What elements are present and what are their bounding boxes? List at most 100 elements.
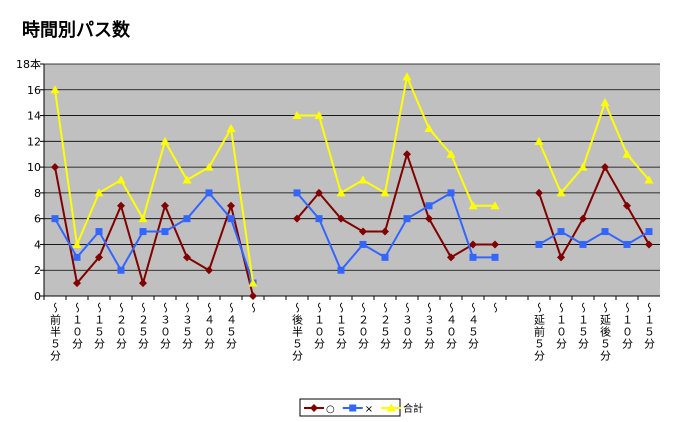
marker xyxy=(95,228,103,236)
marker xyxy=(50,85,60,94)
marker xyxy=(622,149,632,158)
x-tick-label: 〜１５分 xyxy=(577,302,590,350)
legend-label: ○ xyxy=(326,404,335,415)
x-tick-label: 〜３５分 xyxy=(423,302,436,350)
marker xyxy=(386,403,396,412)
marker xyxy=(51,163,59,172)
x-tick-label: 〜１０分 xyxy=(555,302,568,350)
x-tick-label: 〜３０分 xyxy=(401,302,414,350)
x-tick-label: 〜４０分 xyxy=(445,302,458,350)
marker xyxy=(644,175,654,184)
marker xyxy=(73,253,81,261)
marker xyxy=(579,214,587,223)
marker xyxy=(557,253,565,262)
x-tick-label: 〜延前５分 xyxy=(533,302,546,362)
x-tick-label: 〜 xyxy=(489,302,502,314)
marker xyxy=(337,266,345,274)
marker xyxy=(293,214,301,223)
marker xyxy=(116,175,126,184)
marker xyxy=(600,98,610,107)
marker xyxy=(205,266,213,275)
x-tick-label: 〜１０分 xyxy=(621,302,634,350)
x-tick-label: 〜４０分 xyxy=(203,302,216,350)
marker xyxy=(425,214,433,223)
series-line xyxy=(54,73,650,284)
y-tick-label: 16 xyxy=(27,84,41,97)
marker xyxy=(381,253,389,261)
marker xyxy=(226,123,236,132)
marker xyxy=(227,215,235,223)
marker xyxy=(95,253,103,262)
x-tick-label: 〜２５分 xyxy=(379,302,392,350)
marker xyxy=(469,240,477,249)
marker xyxy=(534,136,544,145)
x-tick-label: 〜２０分 xyxy=(357,302,370,350)
y-tick-label: 2 xyxy=(34,264,41,277)
marker xyxy=(161,228,169,236)
marker xyxy=(292,111,302,120)
marker xyxy=(182,175,192,184)
marker xyxy=(556,188,566,197)
marker xyxy=(358,175,368,184)
marker xyxy=(380,188,390,197)
marker xyxy=(469,253,477,261)
marker xyxy=(73,279,81,288)
marker xyxy=(578,162,588,171)
marker xyxy=(403,150,411,159)
y-tick-label: 10 xyxy=(27,161,41,174)
marker xyxy=(601,228,609,236)
marker xyxy=(425,202,433,210)
x-tick-label: 〜延後５分 xyxy=(599,302,612,362)
marker xyxy=(117,201,125,210)
x-tick-label: 〜１０分 xyxy=(71,302,84,350)
marker xyxy=(579,240,587,248)
marker xyxy=(310,404,318,412)
marker xyxy=(623,240,631,248)
marker xyxy=(205,189,213,197)
legend-label: 合計 xyxy=(403,402,423,415)
marker xyxy=(227,201,235,210)
x-tick-label: 〜１５分 xyxy=(93,302,106,350)
marker xyxy=(349,404,357,412)
x-tick-label: 〜１０分 xyxy=(313,302,326,350)
marker xyxy=(183,215,191,223)
x-tick-label: 〜２５分 xyxy=(137,302,150,350)
y-tick-label: 6 xyxy=(34,213,41,226)
legend-label: × xyxy=(365,404,373,415)
marker xyxy=(447,189,455,197)
marker xyxy=(337,214,345,223)
x-tick-label: 〜３０分 xyxy=(159,302,172,350)
x-tick-label: 〜１５分 xyxy=(335,302,348,350)
x-tick-label: 〜前半５分 xyxy=(49,302,62,362)
y-tick-label: 0 xyxy=(34,290,41,303)
marker xyxy=(160,136,170,145)
chart-title: 時間別パス数 xyxy=(22,19,131,41)
marker xyxy=(117,266,125,274)
marker xyxy=(248,278,258,287)
marker xyxy=(359,240,367,248)
marker xyxy=(557,228,565,236)
marker xyxy=(138,214,148,223)
marker xyxy=(161,201,169,210)
x-tick-label: 〜２０分 xyxy=(115,302,128,350)
marker xyxy=(446,149,456,158)
series-line xyxy=(54,191,650,284)
y-tick-label: 18本 xyxy=(16,57,41,71)
marker xyxy=(645,240,653,249)
marker xyxy=(359,227,367,236)
x-tick-label: 〜４５分 xyxy=(225,302,238,350)
marker xyxy=(491,253,499,261)
marker xyxy=(51,215,59,223)
marker xyxy=(491,240,499,249)
marker xyxy=(94,188,104,197)
marker xyxy=(139,228,147,236)
y-tick-label: 8 xyxy=(34,187,41,200)
marker xyxy=(535,188,543,197)
marker xyxy=(645,228,653,236)
x-tick-label: 〜１５分 xyxy=(643,302,656,350)
marker xyxy=(601,163,609,172)
marker xyxy=(249,292,257,300)
series-line xyxy=(54,150,650,297)
marker xyxy=(314,111,324,120)
